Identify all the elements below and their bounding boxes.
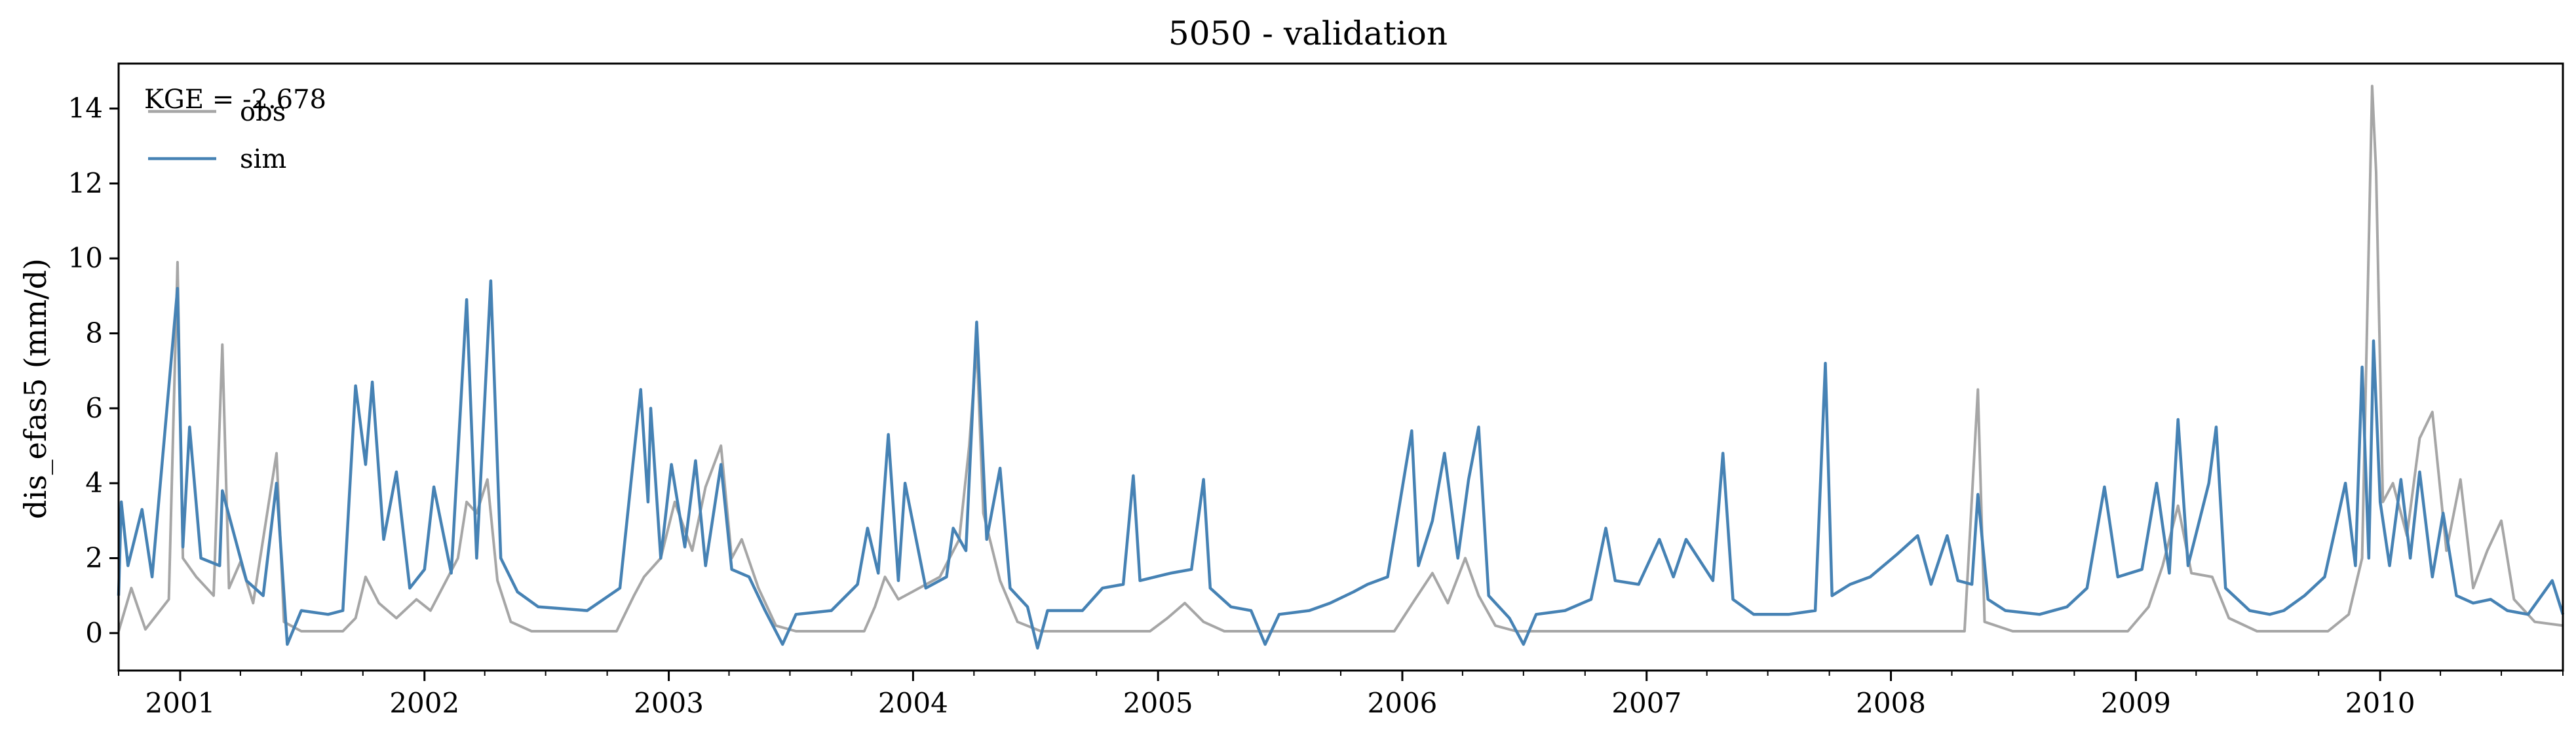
x-tick-label: 2010 bbox=[2345, 687, 2415, 719]
y-tick-label: 6 bbox=[85, 392, 103, 424]
x-tick-label: 2005 bbox=[1123, 687, 1193, 719]
y-tick-label: 8 bbox=[85, 317, 103, 349]
series-layer bbox=[117, 85, 2565, 650]
legend-label-obs: obs bbox=[240, 97, 286, 127]
y-tick-label: 2 bbox=[85, 542, 103, 574]
x-tick-label: 2007 bbox=[1611, 687, 1682, 719]
x-tick-label: 2008 bbox=[1856, 687, 1926, 719]
x-tick-label: 2001 bbox=[145, 687, 216, 719]
legend-label-sim: sim bbox=[240, 144, 286, 174]
x-tick-label: 2006 bbox=[1368, 687, 1438, 719]
y-axis-label: dis_efas5 (mm/d) bbox=[18, 258, 53, 519]
y-tick-label: 14 bbox=[68, 92, 103, 125]
x-tick-label: 2002 bbox=[389, 687, 459, 719]
x-tick-label: 2009 bbox=[2101, 687, 2171, 719]
y-axis-ticks: 0 2 4 6 8 10 12 14 bbox=[68, 92, 119, 649]
legend: obs sim bbox=[148, 97, 286, 174]
y-tick-label: 4 bbox=[85, 467, 103, 499]
y-tick-label: 12 bbox=[68, 167, 103, 199]
kge-annotation: KGE = -2.678 bbox=[144, 85, 326, 115]
x-tick-label: 2004 bbox=[878, 687, 948, 719]
plot-frame bbox=[117, 62, 2564, 672]
x-tick-label: 2003 bbox=[634, 687, 704, 719]
series-line-sim bbox=[117, 279, 2565, 650]
series-line-obs bbox=[117, 85, 2564, 633]
y-tick-label: 10 bbox=[68, 242, 103, 274]
x-axis-ticks: 2001 2002 2003 2004 2005 2006 2007 2008 2009 2010 bbox=[118, 671, 2564, 719]
chart-title: 5050 - validation bbox=[1168, 14, 1448, 52]
y-tick-label: 0 bbox=[85, 617, 103, 649]
